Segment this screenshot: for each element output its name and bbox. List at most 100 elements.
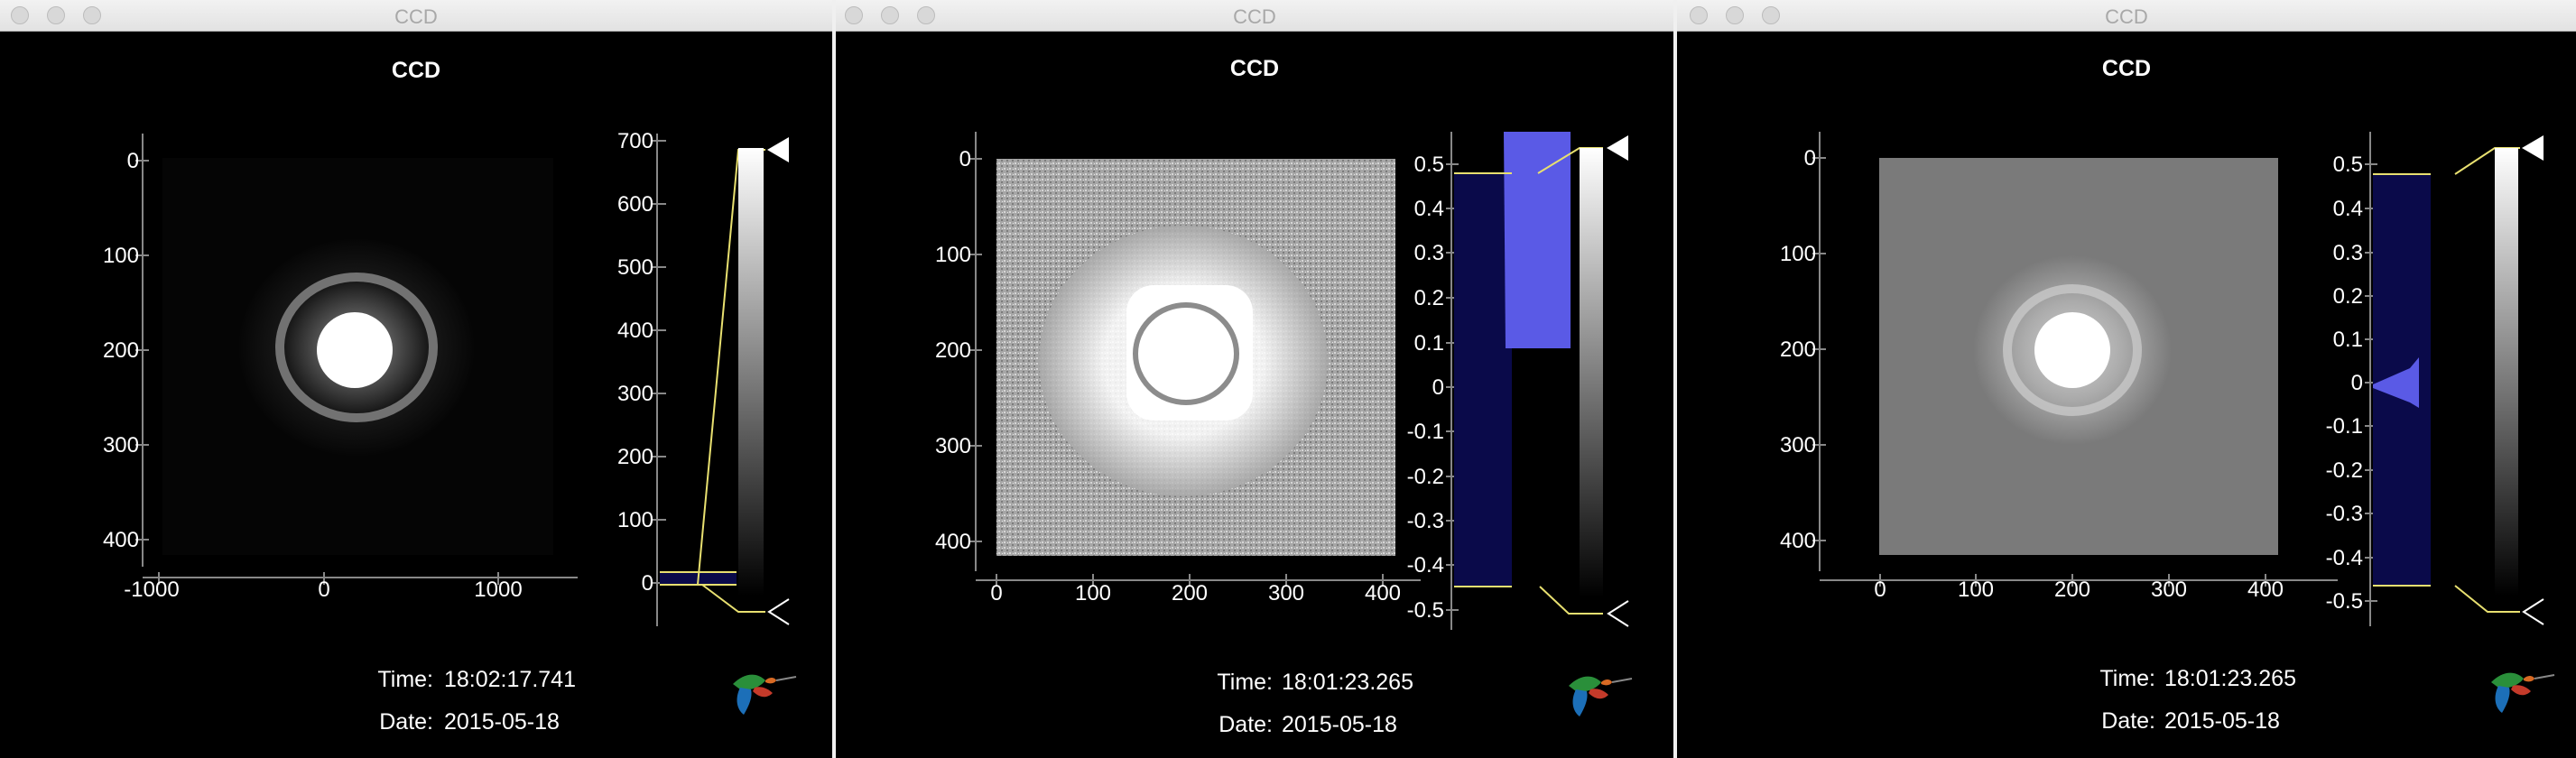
y-tick-label: 300 — [935, 434, 971, 458]
hist-tick-label: -0.2 — [1407, 465, 1444, 489]
y-tick-label: 100 — [103, 244, 139, 268]
y-tick-label: 200 — [935, 338, 971, 363]
hist-tick-label: 300 — [617, 382, 653, 406]
time-label: Time: — [1217, 670, 1273, 695]
y-tick-label: 400 — [935, 530, 971, 554]
hist-tick-label: -0.3 — [2326, 502, 2363, 526]
histogram-lut-widget[interactable]: 700 600 500 400 300 200 100 0 — [617, 129, 790, 626]
hist-tick-label: -0.1 — [1407, 420, 1444, 444]
hist-tick-label: 0.3 — [1414, 241, 1444, 265]
plot-title: CCD — [1229, 56, 1280, 81]
date-label: Date: — [1219, 712, 1273, 737]
gradient-colorbar[interactable] — [2495, 148, 2518, 596]
window-titlebar[interactable]: CCD — [1677, 0, 2576, 32]
level-region[interactable] — [1454, 173, 1512, 587]
close-window-button[interactable] — [1690, 6, 1708, 24]
window-titlebar[interactable]: CCD — [0, 0, 832, 32]
date-value: 2015-05-18 — [1282, 712, 1397, 737]
ccd-window-2: CCD CCD — [836, 0, 1673, 758]
level-min-triangle-icon[interactable] — [2522, 598, 2544, 625]
y-tick-label: 400 — [103, 528, 139, 552]
y-tick-label: 0 — [1804, 146, 1816, 171]
hist-tick-label: -0.5 — [2326, 589, 2363, 614]
hist-tick-label: 0.4 — [1414, 197, 1444, 221]
y-tick-label: 0 — [127, 149, 139, 173]
date-label: Date: — [2101, 708, 2155, 734]
x-tick-label: -1000 — [124, 578, 179, 602]
level-max-triangle-icon[interactable] — [767, 137, 789, 162]
date-value: 2015-05-18 — [444, 709, 560, 735]
hist-tick-label: 600 — [617, 192, 653, 217]
hist-tick-label: 0 — [1432, 375, 1444, 400]
x-tick-label: 0 — [1874, 578, 1886, 602]
y-tick-label: 300 — [103, 433, 139, 458]
hist-tick-label: -0.2 — [2326, 458, 2363, 483]
minimize-window-button[interactable] — [881, 6, 899, 24]
hist-tick-label: -0.4 — [2326, 546, 2363, 570]
hist-tick-label: 0.5 — [1414, 153, 1444, 177]
plot-title: CCD — [391, 58, 441, 83]
time-value: 18:01:23.265 — [1282, 670, 1413, 695]
x-tick-label: 100 — [1075, 581, 1111, 605]
window-titlebar[interactable]: CCD — [836, 0, 1673, 32]
window-title: CCD — [1233, 5, 1276, 28]
time-label: Time: — [2099, 666, 2155, 691]
histogram-peak — [1504, 132, 1571, 348]
zoom-window-button[interactable] — [83, 6, 101, 24]
image-axes — [135, 134, 578, 585]
hist-tick-label: 200 — [617, 445, 653, 469]
x-tick-label: 1000 — [474, 578, 522, 602]
zoom-window-button[interactable] — [917, 6, 935, 24]
x-tick-label: 100 — [1958, 578, 1994, 602]
histogram-lut-widget[interactable]: 0.5 0.4 0.3 0.2 0.1 0 -0.1 -0.2 -0.3 -0.… — [1407, 132, 1629, 630]
level-max-triangle-icon[interactable] — [1607, 135, 1628, 161]
gradient-colorbar[interactable] — [738, 148, 764, 596]
hist-tick-label: 500 — [617, 255, 653, 280]
y-tick-label: 100 — [1780, 242, 1816, 266]
close-window-button[interactable] — [11, 6, 29, 24]
level-min-triangle-icon[interactable] — [1607, 600, 1629, 627]
hist-tick-label: -0.4 — [1407, 553, 1444, 578]
plot-title: CCD — [2101, 56, 2152, 81]
gradient-colorbar[interactable] — [1580, 148, 1603, 597]
window-gap — [832, 0, 836, 758]
hist-tick-label: 700 — [617, 129, 653, 153]
ccd-window-3: CCD CCD — [1677, 0, 2576, 758]
image-axes — [969, 132, 1421, 587]
time-label: Time: — [377, 667, 433, 692]
hist-tick-label: 0.2 — [1414, 286, 1444, 310]
x-tick-label: 300 — [1268, 581, 1304, 605]
level-max-triangle-icon[interactable] — [2522, 135, 2544, 161]
histogram-lut-widget[interactable]: 0.5 0.4 0.3 0.2 0.1 0 -0.1 -0.2 -0.3 -0.… — [2326, 132, 2544, 626]
x-tick-label: 0 — [318, 578, 329, 602]
hist-tick-label: 0.1 — [1414, 331, 1444, 356]
date-value: 2015-05-18 — [2164, 708, 2280, 734]
x-tick-label: 0 — [990, 581, 1002, 605]
level-min-triangle-icon[interactable] — [767, 598, 790, 625]
histogram-peak — [2373, 357, 2419, 408]
x-tick-label: 200 — [2054, 578, 2090, 602]
minimize-window-button[interactable] — [47, 6, 65, 24]
time-value: 18:01:23.265 — [2164, 666, 2296, 691]
x-tick-label: 400 — [1365, 581, 1401, 605]
zoom-window-button[interactable] — [1762, 6, 1780, 24]
y-tick-label: 200 — [103, 338, 139, 363]
hist-tick-label: 0.3 — [2333, 241, 2363, 265]
y-tick-label: 200 — [1780, 337, 1816, 362]
minimize-window-button[interactable] — [1726, 6, 1744, 24]
hist-tick-label: 0.1 — [2333, 328, 2363, 352]
window-title: CCD — [394, 5, 438, 28]
x-tick-label: 300 — [2151, 578, 2187, 602]
image-axes — [1812, 132, 2338, 587]
ccd-image[interactable] — [996, 159, 1395, 556]
ccd-image[interactable] — [1879, 158, 2278, 555]
hist-tick-label: 100 — [617, 508, 653, 532]
ccd-image[interactable] — [162, 158, 553, 555]
hist-tick-label: -0.3 — [1407, 509, 1444, 533]
hist-tick-label: -0.5 — [1407, 598, 1444, 623]
plot-canvas: 0 100 200 300 400 0 100 200 300 400 — [935, 132, 1633, 716]
hummingbird-logo-icon — [2491, 672, 2555, 713]
plot-canvas: 0 100 200 300 400 -1000 0 1000 — [103, 129, 797, 715]
y-tick-label: 400 — [1780, 529, 1816, 553]
close-window-button[interactable] — [845, 6, 863, 24]
